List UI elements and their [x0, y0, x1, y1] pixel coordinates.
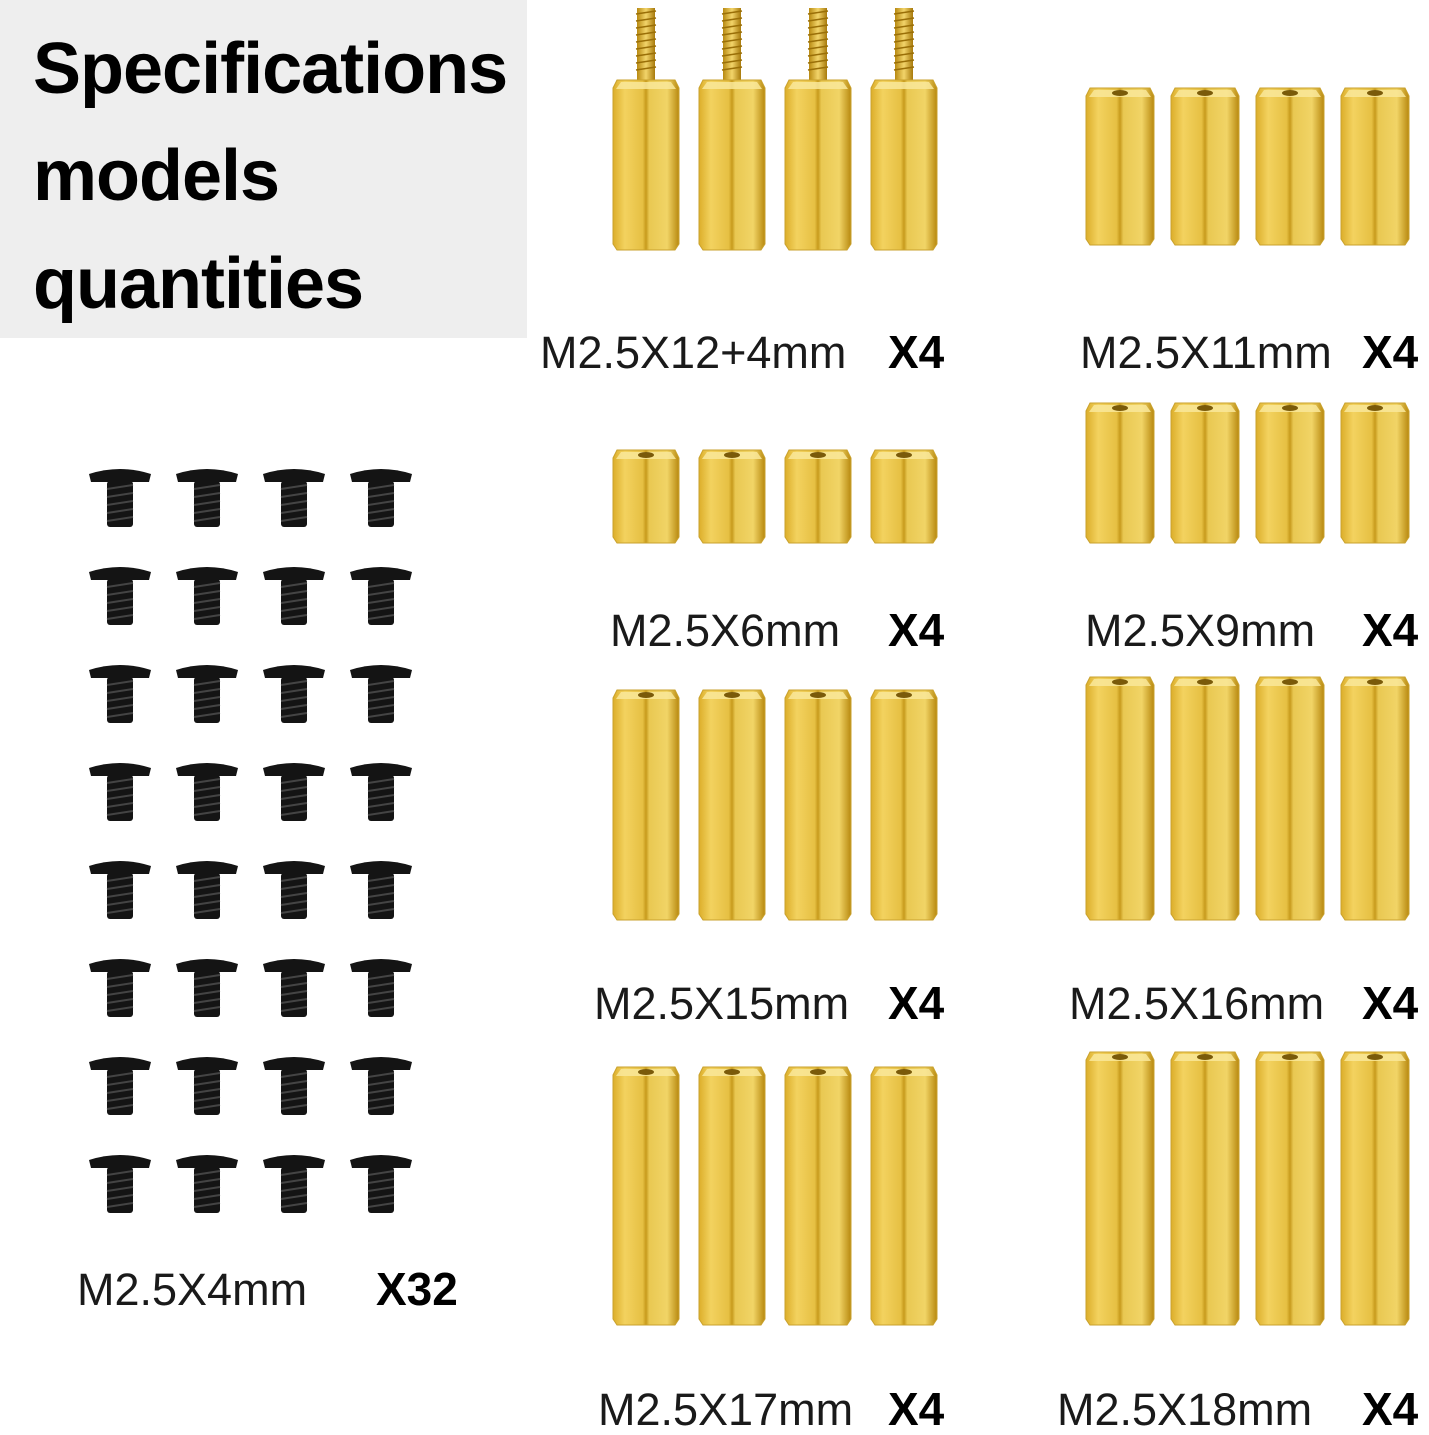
black-screw-icon — [350, 861, 412, 919]
standoff-group — [1085, 402, 1410, 544]
black-screw-icon — [176, 665, 238, 723]
black-screw-icon — [89, 959, 151, 1017]
brass-hex-standoff-icon — [1170, 1051, 1240, 1326]
brass-hex-standoff-icon — [1340, 402, 1410, 544]
screw-qty-label: X32 — [376, 1263, 458, 1315]
standoff-group — [612, 689, 938, 921]
standoff-qty-label: X4 — [1362, 326, 1419, 378]
black-screw-icon — [263, 1155, 325, 1213]
black-screw-icon — [176, 1155, 238, 1213]
standoff-size-label: M2.5X11mm — [1080, 327, 1332, 378]
standoff-size-label: M2.5X15mm — [594, 978, 850, 1029]
brass-hex-standoff-icon — [1340, 1051, 1410, 1326]
black-screw-icon — [350, 763, 412, 821]
brass-hex-standoff-icon — [870, 449, 938, 544]
black-screw-icon — [89, 469, 151, 527]
screw-size-label: M2.5X4mm — [77, 1264, 308, 1315]
brass-hex-standoff-icon — [870, 1066, 938, 1326]
brass-hex-standoff-icon — [1085, 1051, 1155, 1326]
brass-hex-standoff-icon — [1340, 87, 1410, 246]
brass-hex-standoff-icon — [698, 1066, 766, 1326]
brass-hex-standoff-icon — [1085, 402, 1155, 544]
standoff-group — [1085, 1051, 1410, 1326]
black-screw-icon — [350, 567, 412, 625]
standoff-group — [1085, 676, 1410, 921]
standoff-size-label: M2.5X17mm — [598, 1384, 854, 1435]
black-screw-icon — [350, 665, 412, 723]
standoff-qty-label: X4 — [888, 1383, 945, 1435]
standoff-group — [612, 8, 938, 251]
black-screw-icon — [89, 665, 151, 723]
standoff-size-label: M2.5X9mm — [1085, 605, 1316, 656]
black-screw-icon — [176, 1057, 238, 1115]
black-screw-icon — [263, 469, 325, 527]
brass-hex-standoff-icon — [784, 8, 852, 251]
brass-hex-standoff-icon — [612, 8, 680, 251]
brass-hex-standoff-icon — [698, 8, 766, 251]
brass-hex-standoff-icon — [784, 689, 852, 921]
brass-hex-standoff-icon — [698, 449, 766, 544]
brass-hex-standoff-icon — [698, 689, 766, 921]
brass-hex-standoff-icon — [1085, 676, 1155, 921]
black-screw-icon — [263, 763, 325, 821]
black-screw-icon — [263, 861, 325, 919]
brass-hex-standoff-icon — [870, 689, 938, 921]
standoff-size-label: M2.5X16mm — [1069, 978, 1325, 1029]
standoff-qty-label: X4 — [1362, 1383, 1419, 1435]
standoff-qty-label: X4 — [1362, 977, 1419, 1029]
brass-hex-standoff-icon — [1255, 676, 1325, 921]
standoff-group — [1085, 87, 1410, 246]
black-screw-icon — [89, 763, 151, 821]
brass-hex-standoff-icon — [1340, 676, 1410, 921]
brass-hex-standoff-icon — [1255, 87, 1325, 246]
black-screw-icon — [350, 1057, 412, 1115]
black-screw-icon — [176, 861, 238, 919]
brass-hex-standoff-icon — [612, 689, 680, 921]
brass-hex-standoff-icon — [612, 1066, 680, 1326]
title-line-quantities: quantities — [33, 244, 364, 324]
black-screw-icon — [176, 763, 238, 821]
standoff-qty-label: X4 — [1362, 604, 1419, 656]
title-line-specifications: Specifications — [33, 29, 508, 109]
brass-hex-standoff-icon — [1255, 402, 1325, 544]
standoff-groups — [612, 8, 1410, 1326]
brass-hex-standoff-icon — [870, 8, 938, 251]
black-screw-icon — [350, 959, 412, 1017]
standoff-qty-label: X4 — [888, 977, 945, 1029]
black-screw-icon — [350, 469, 412, 527]
black-screw-icon — [89, 567, 151, 625]
brass-hex-standoff-icon — [1255, 1051, 1325, 1326]
standoff-size-label: M2.5X18mm — [1057, 1384, 1313, 1435]
title-box: Specifications models quantities — [0, 0, 527, 338]
standoff-qty-label: X4 — [888, 326, 945, 378]
black-screw-icon — [263, 567, 325, 625]
black-screw-icon — [263, 1057, 325, 1115]
standoff-qty-label: X4 — [888, 604, 945, 656]
standoff-group — [612, 1066, 938, 1326]
standoff-size-label: M2.5X12+4mm — [540, 327, 847, 378]
brass-hex-standoff-icon — [784, 449, 852, 544]
screw-grid — [89, 469, 412, 1213]
black-screw-icon — [89, 861, 151, 919]
brass-hex-standoff-icon — [612, 449, 680, 544]
brass-hex-standoff-icon — [1085, 87, 1155, 246]
brass-hex-standoff-icon — [784, 1066, 852, 1326]
black-screw-icon — [176, 469, 238, 527]
black-screw-icon — [263, 959, 325, 1017]
brass-hex-standoff-icon — [1170, 676, 1240, 921]
brass-hex-standoff-icon — [1170, 402, 1240, 544]
black-screw-icon — [89, 1057, 151, 1115]
brass-hex-standoff-icon — [1170, 87, 1240, 246]
title-line-models: models — [33, 136, 280, 216]
black-screw-icon — [176, 567, 238, 625]
standoff-group — [612, 449, 938, 544]
black-screw-icon — [176, 959, 238, 1017]
standoff-size-label: M2.5X6mm — [610, 605, 841, 656]
black-screw-icon — [350, 1155, 412, 1213]
black-screw-icon — [263, 665, 325, 723]
black-screw-icon — [89, 1155, 151, 1213]
